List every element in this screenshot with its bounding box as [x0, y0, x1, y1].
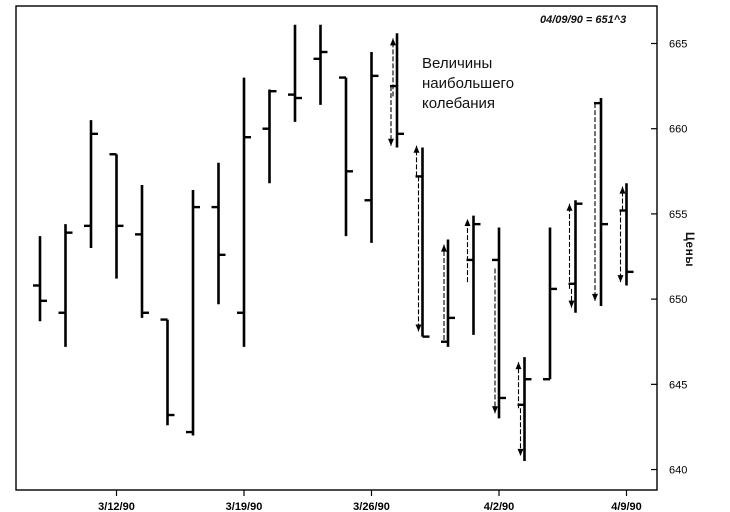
x-axis: 3/12/90 3/19/90 3/26/90 4/2/90 4/9/90 [98, 490, 642, 512]
y-tick-label: 640 [669, 465, 687, 477]
arrow-head [617, 275, 624, 283]
ohlc-bar [262, 89, 277, 184]
arrow-head [515, 362, 522, 370]
arrow-head [566, 203, 573, 211]
x-tick-label: 3/12/90 [98, 501, 135, 512]
swing-arrow [566, 203, 573, 289]
x-tick-label: 3/26/90 [353, 501, 390, 512]
arrow-head [619, 186, 626, 194]
ohlc-bar [441, 239, 455, 347]
swing-arrow [441, 244, 447, 341]
arrow-head [492, 406, 498, 414]
swing-arrow [617, 210, 624, 283]
ohlc-bar [186, 190, 200, 436]
ohlc-bar [313, 24, 328, 105]
arrow-head [441, 244, 447, 252]
ohlc-bar [466, 215, 481, 335]
swing-arrow [592, 103, 598, 301]
arrow-head [415, 324, 422, 332]
swing-arrow [415, 176, 422, 332]
y-tick-label: 655 [669, 209, 687, 221]
ohlc-bar [84, 120, 98, 248]
swing-arrow [515, 362, 522, 409]
chart-corner-label: 04/09/90 = 651^3 [540, 14, 627, 26]
swing-arrow [517, 408, 524, 456]
arrow-head [517, 448, 524, 456]
y-axis: 640 645 650 655 660 665 [651, 38, 687, 477]
ohlc-bar [135, 184, 149, 318]
arrow-head [388, 138, 394, 146]
ohlc-bar [619, 183, 634, 286]
price-bars [33, 24, 634, 462]
ohlc-bar [339, 76, 353, 237]
y-tick-label: 645 [669, 379, 687, 391]
annotation-line-1: Величины [422, 55, 493, 72]
ohlc-bar [594, 98, 608, 306]
arrow-head [592, 293, 598, 301]
swing-arrows [388, 38, 626, 456]
swing-arrow [619, 186, 626, 211]
ohlc-bar [543, 227, 557, 381]
ohlc-bar [517, 357, 532, 462]
y-axis-label: Цены [683, 232, 697, 268]
ohlc-bar [160, 318, 175, 426]
ohlc-bar [33, 236, 47, 322]
plot-border [15, 5, 658, 491]
arrow-head [390, 38, 396, 46]
annotation-line-3: колебания [422, 95, 496, 112]
swing-arrow [390, 38, 396, 97]
ohlc-bar [390, 33, 404, 148]
annotation-line-2: наибольшего [422, 75, 515, 92]
ohlc-bar [211, 162, 226, 305]
arrow-head [464, 219, 471, 227]
ohlc-bar [109, 153, 124, 279]
ohlc-bar [415, 147, 430, 338]
y-tick-label: 660 [669, 124, 687, 136]
swing-arrow [464, 219, 471, 283]
y-tick-label: 650 [669, 294, 687, 306]
ohlc-bar [288, 24, 302, 122]
swing-arrow [413, 145, 420, 177]
ohlc-bar [58, 224, 73, 347]
ohlc-bar [237, 77, 251, 347]
ohlc-bar [568, 200, 583, 313]
x-tick-label: 4/2/90 [484, 501, 515, 512]
swing-arrow [388, 86, 394, 146]
swing-arrow [568, 288, 575, 308]
plot-frame [15, 5, 658, 491]
x-tick-label: 4/9/90 [611, 501, 642, 512]
swing-arrow [492, 268, 498, 414]
chart-annotation: Величины наибольшего колебания [422, 54, 514, 114]
arrow-head [413, 145, 420, 153]
y-tick-label: 665 [669, 38, 687, 50]
arrow-head [568, 300, 575, 308]
x-tick-label: 3/19/90 [226, 501, 263, 512]
ohlc-bar [492, 227, 506, 419]
ohlc-bar [364, 52, 379, 243]
